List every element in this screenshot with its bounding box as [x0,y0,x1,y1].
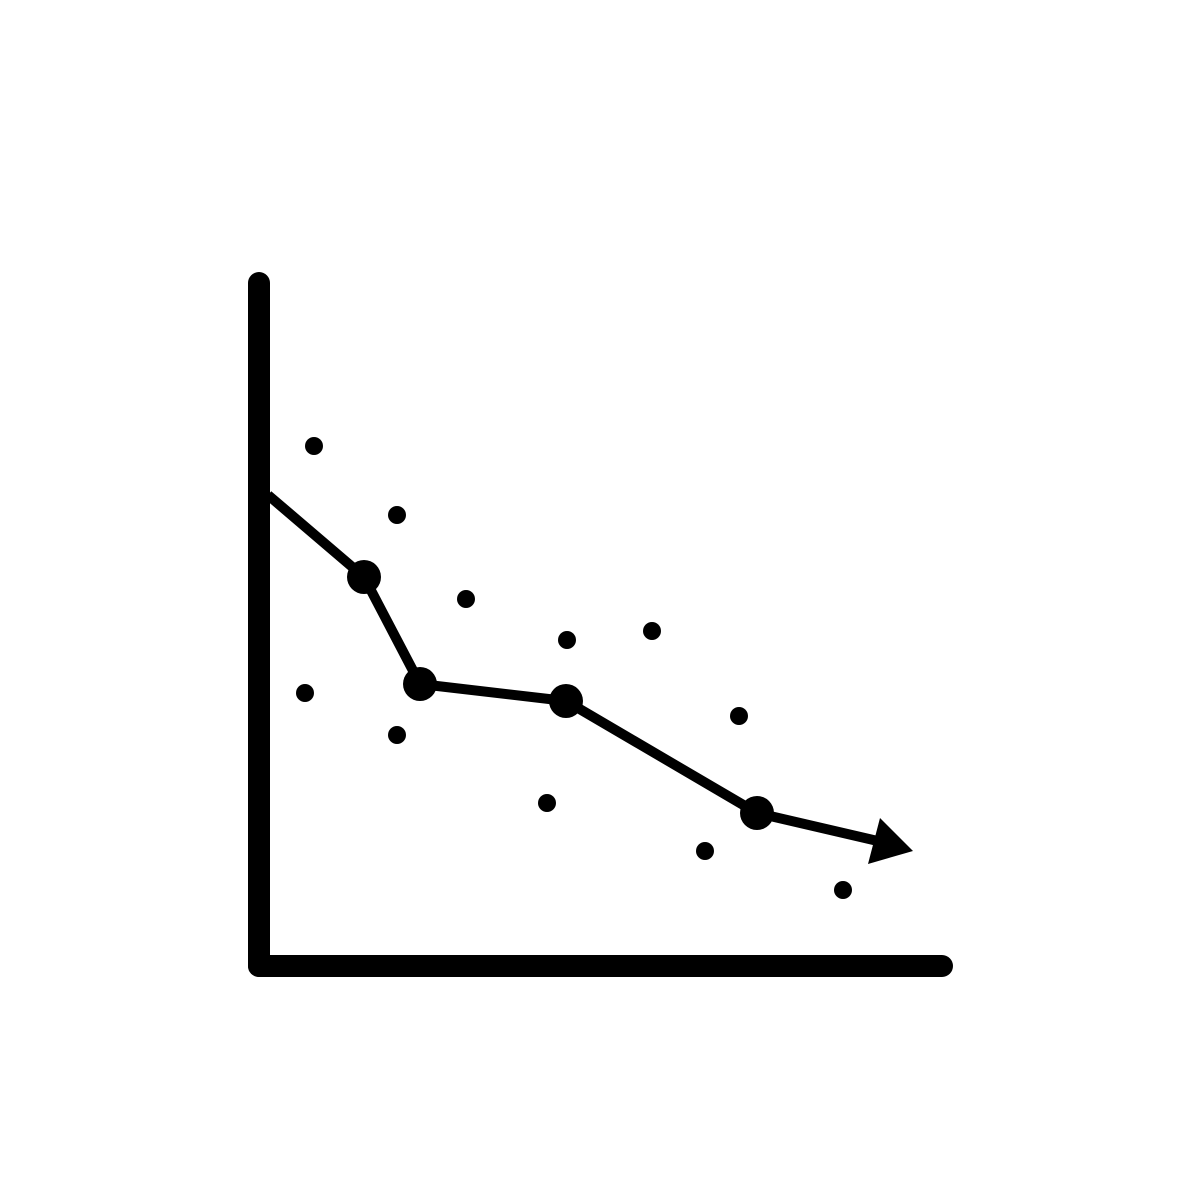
trend-line [264,491,884,847]
scatter-point [388,506,406,524]
axes [248,272,953,977]
scatter-point [305,437,323,455]
trend-point [549,684,583,718]
trend-point [740,796,774,830]
scatter-point [538,794,556,812]
scatter-points [296,437,852,899]
arrow-head [868,818,913,864]
trend-point [347,560,381,594]
trend-point [403,667,437,701]
scatter-point [558,631,576,649]
scatter-point [696,842,714,860]
scatter-point [388,726,406,744]
scatter-point [643,622,661,640]
scatter-point [730,707,748,725]
scatter-point [457,590,475,608]
scatter-point [834,881,852,899]
scatter-point [296,684,314,702]
trend-points [347,560,774,830]
